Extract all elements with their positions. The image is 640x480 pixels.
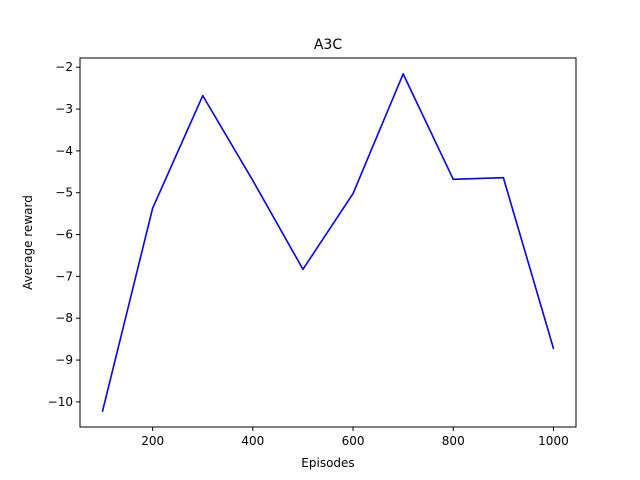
data-point bbox=[452, 178, 455, 181]
y-tick-label: −3 bbox=[55, 102, 73, 116]
x-tick-label: 600 bbox=[342, 434, 365, 448]
chart-title: A3C bbox=[314, 37, 342, 53]
data-point bbox=[552, 347, 555, 350]
x-axis-label: Episodes bbox=[301, 456, 354, 470]
y-axis-label: Average reward bbox=[21, 195, 35, 290]
x-tick-label: 200 bbox=[141, 434, 164, 448]
y-tick-label: −5 bbox=[55, 186, 73, 200]
y-tick-label: −9 bbox=[55, 353, 73, 367]
data-point bbox=[302, 268, 304, 271]
data-point bbox=[502, 176, 505, 179]
y-tick-label: −8 bbox=[55, 311, 73, 325]
axes-frame bbox=[79, 57, 577, 428]
data-point bbox=[352, 192, 354, 195]
data-point bbox=[101, 410, 104, 412]
series-line bbox=[101, 73, 555, 412]
y-tick-label: −7 bbox=[55, 269, 73, 283]
data-point bbox=[402, 73, 404, 75]
y-tick-label: −6 bbox=[55, 228, 73, 242]
x-tick-label: 400 bbox=[241, 434, 264, 448]
data-point bbox=[151, 207, 154, 209]
plot-area: 200 400 600 800 1000 −10 −9 −8 −7 −6 −5 −4 −3 −2 bbox=[48, 60, 569, 448]
x-tick-label: 800 bbox=[442, 434, 465, 448]
x-tick-label: 1000 bbox=[538, 434, 569, 448]
y-tick-label: −10 bbox=[48, 395, 73, 409]
data-point bbox=[201, 94, 204, 97]
y-tick-label: −2 bbox=[55, 60, 73, 74]
data-point bbox=[252, 179, 254, 182]
y-tick-label: −4 bbox=[55, 144, 73, 158]
